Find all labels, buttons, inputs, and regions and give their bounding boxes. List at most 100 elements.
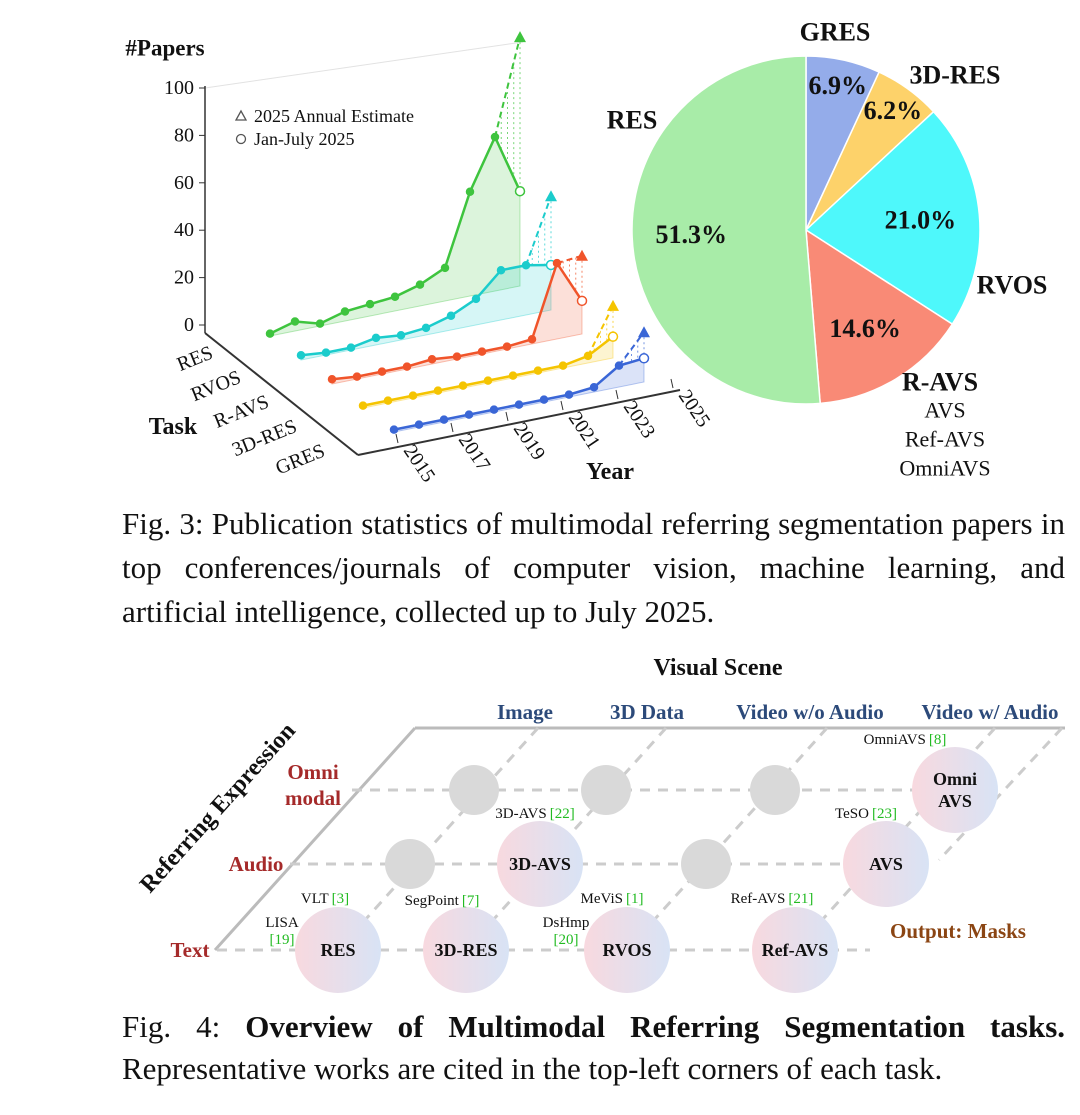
point xyxy=(415,280,425,289)
pie-annotation: OmniAVS xyxy=(899,456,990,481)
ref: [1] xyxy=(626,891,644,907)
x-tick xyxy=(450,422,454,433)
point xyxy=(471,294,481,304)
point xyxy=(477,347,487,356)
point xyxy=(558,361,568,370)
column-label: 3D Data xyxy=(610,700,685,724)
node-label: AVS xyxy=(938,791,972,811)
partial-point xyxy=(576,295,588,307)
work: OmniAVS xyxy=(864,732,926,748)
point xyxy=(421,323,431,333)
ref: [7] xyxy=(462,893,480,909)
point xyxy=(446,311,456,321)
x-tick xyxy=(505,411,509,422)
legend-circle xyxy=(235,133,247,145)
y-tick-label: 100 xyxy=(164,77,194,99)
point xyxy=(483,376,493,385)
node-label: Ref-AVS xyxy=(762,940,829,960)
x-axis xyxy=(357,389,681,456)
x-axis-label: Year xyxy=(586,459,634,485)
point xyxy=(458,381,468,390)
citation: MeViS [1] xyxy=(581,891,644,907)
point xyxy=(377,367,387,376)
y-tick-label: 0 xyxy=(184,314,194,336)
point xyxy=(496,265,506,275)
point xyxy=(464,410,474,419)
point xyxy=(465,187,475,196)
y-tick-label: 80 xyxy=(174,124,194,146)
point xyxy=(365,299,375,309)
partial-point xyxy=(638,353,650,364)
task-node xyxy=(584,907,670,993)
x-tick-label: 2017 xyxy=(454,430,495,475)
point xyxy=(490,132,500,142)
x-tick-label: 2023 xyxy=(619,397,660,442)
estimate-line xyxy=(525,195,552,266)
figure-4-caption: Fig. 4: Overview of Multimodal Referring… xyxy=(122,1006,1065,1090)
partial-point xyxy=(607,331,619,342)
work: SegPoint xyxy=(405,893,460,909)
point xyxy=(583,351,593,361)
row-label: Omni xyxy=(287,760,339,784)
empty-cell xyxy=(750,765,800,815)
estimate-point xyxy=(514,31,526,43)
point xyxy=(502,342,512,351)
point xyxy=(433,386,443,395)
node-label: 3D-RES xyxy=(434,940,497,960)
ref: [23] xyxy=(872,806,897,822)
y-axis-label: #Papers xyxy=(125,36,204,61)
pie-slice xyxy=(805,228,954,405)
point xyxy=(552,258,562,268)
ref: [21] xyxy=(788,891,813,907)
citation: TeSO [23] xyxy=(835,806,897,822)
point xyxy=(352,372,362,381)
pie-value-label: 51.3% xyxy=(656,220,728,249)
point xyxy=(414,420,424,429)
task-node xyxy=(497,821,583,907)
point xyxy=(390,292,400,302)
pie-category-label: RVOS xyxy=(977,271,1048,300)
caption-label: Fig. 4: xyxy=(122,1009,221,1044)
output-label: Output: Masks xyxy=(890,919,1026,943)
legend-text: 2025 Annual Estimate xyxy=(254,106,414,126)
estimate-point xyxy=(607,299,619,311)
partial-point xyxy=(514,185,526,197)
column-label: Video w/o Audio xyxy=(736,700,883,724)
citation: Ref-AVS [21] xyxy=(731,891,814,907)
node-label: AVS xyxy=(869,854,903,874)
legend-triangle xyxy=(234,109,248,121)
point xyxy=(439,415,449,424)
x-tick xyxy=(560,400,564,411)
task-node xyxy=(843,821,929,907)
point xyxy=(527,335,537,344)
pie-annotation: AVS xyxy=(924,398,965,423)
citation: OmniAVS [8] xyxy=(864,732,947,748)
point xyxy=(508,371,518,380)
row-label: modal xyxy=(285,786,341,810)
point xyxy=(383,396,393,405)
y-tick-label: 20 xyxy=(174,267,194,289)
estimate-line xyxy=(494,36,521,138)
point xyxy=(402,362,412,371)
node-label: RVOS xyxy=(602,940,651,960)
point xyxy=(296,351,306,360)
estimate-point xyxy=(638,326,650,338)
x-tick-label: 2019 xyxy=(509,419,550,464)
figure-3-caption: Fig. 3: Publication statistics of multim… xyxy=(122,506,1065,629)
point xyxy=(327,375,337,384)
pie-category-label: R-AVS xyxy=(902,368,978,397)
row-label: Text xyxy=(171,938,210,962)
point xyxy=(290,317,300,326)
x-tick xyxy=(395,433,399,444)
pie-category-label: RES xyxy=(607,106,658,135)
point xyxy=(408,391,418,400)
estimate-line xyxy=(618,331,645,367)
point xyxy=(265,329,275,338)
pie-category-label: 3D-RES xyxy=(909,61,1000,90)
point xyxy=(539,395,549,404)
x-tick-label: 2021 xyxy=(564,408,605,453)
y-tick-label: 60 xyxy=(174,172,194,194)
point xyxy=(489,405,499,414)
empty-cell xyxy=(581,765,631,815)
